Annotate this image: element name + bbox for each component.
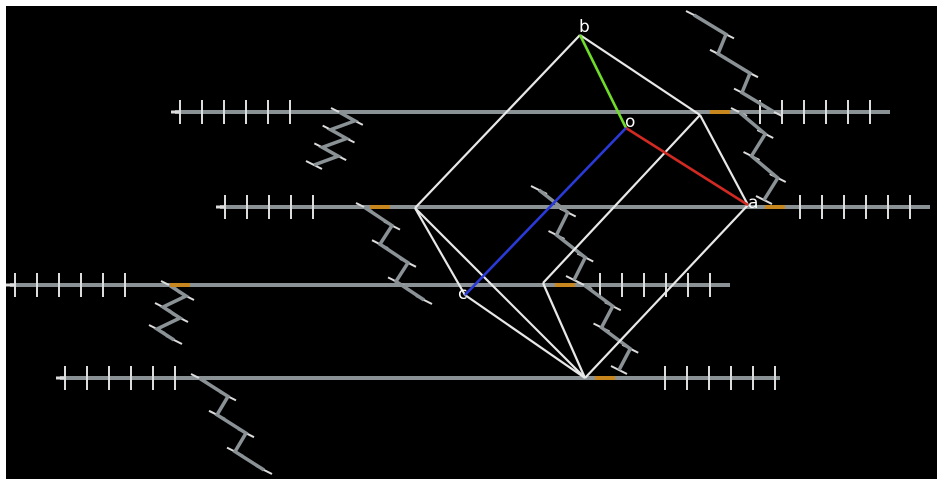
c-axis — [464, 127, 627, 296]
axis-label: o — [625, 112, 635, 132]
side-chain — [537, 188, 588, 281]
a-axis — [625, 126, 749, 207]
side-chain — [693, 13, 775, 114]
side-chain — [153, 283, 190, 342]
side-chain — [363, 205, 425, 302]
cell-edge — [541, 282, 587, 379]
cell-edge — [584, 204, 749, 379]
side-chain — [313, 110, 360, 167]
side-chain — [737, 110, 781, 201]
b-axis — [578, 34, 628, 129]
cell-edge — [414, 207, 466, 296]
cell-edge — [699, 114, 749, 206]
cell-edge — [414, 34, 581, 209]
side-chain — [198, 376, 265, 472]
background — [6, 6, 937, 479]
cell-edge — [414, 207, 586, 379]
cell-edge — [542, 114, 701, 284]
cell-edge — [464, 294, 586, 379]
molecules — [6, 10, 930, 475]
axis-label: a — [748, 193, 758, 213]
axis-label: c — [458, 284, 467, 304]
axis-label: b — [579, 17, 590, 37]
side-chain — [582, 283, 633, 371]
unit-cell — [414, 34, 749, 379]
cell-edge — [579, 34, 701, 116]
